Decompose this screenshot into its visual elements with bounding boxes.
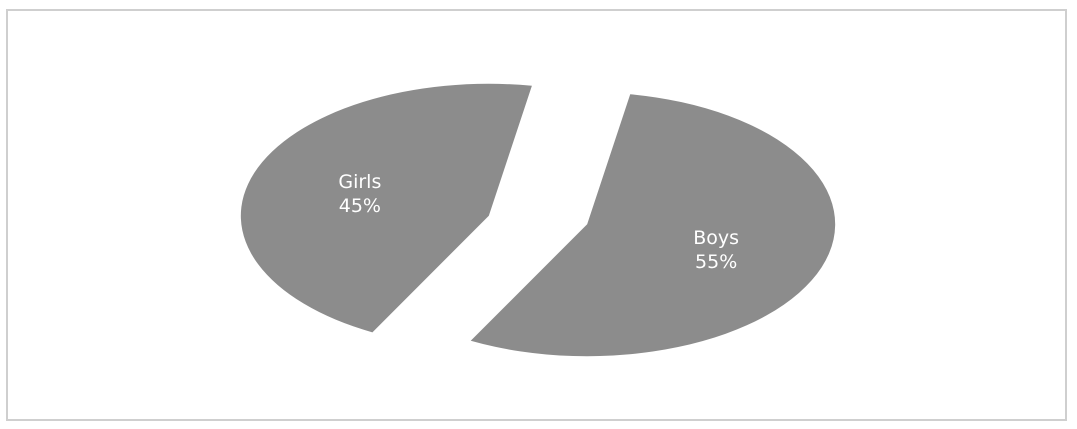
pie-label-category: Boys — [693, 227, 739, 249]
pie-labels: Boys 55% Girls 45% — [338, 171, 739, 273]
pie-label-girls: Girls 45% — [338, 171, 381, 217]
pie-slices — [240, 83, 836, 357]
pie-label-percent: 45% — [339, 195, 381, 217]
pie-label-percent: 55% — [695, 251, 737, 273]
pie-label-boys: Boys 55% — [693, 227, 739, 273]
pie-slice-girls — [240, 83, 532, 333]
pie-label-category: Girls — [338, 171, 381, 193]
pie-slice-boys — [470, 94, 836, 357]
